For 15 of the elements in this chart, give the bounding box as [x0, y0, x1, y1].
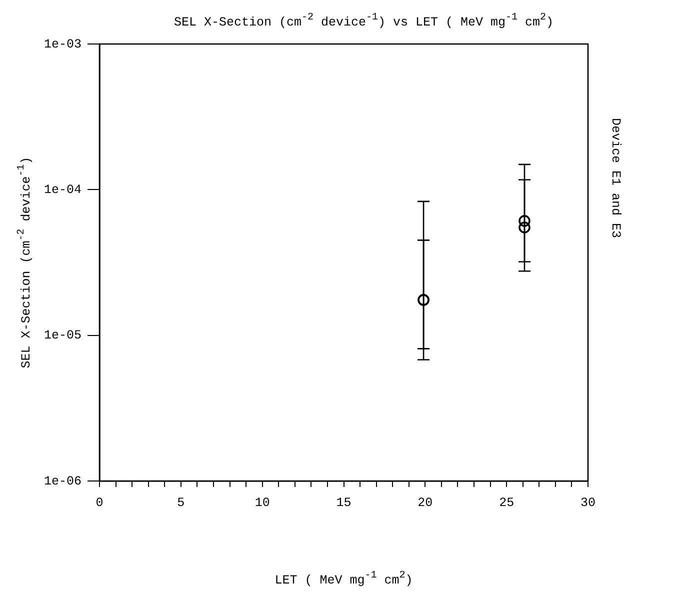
y-tick-label: 1e-03 [44, 37, 82, 52]
x-tick-label: 0 [96, 496, 104, 510]
y-tick-label: 1e-06 [44, 474, 82, 488]
x-tick-label: 15 [336, 496, 352, 510]
x-tick-label: 25 [499, 496, 514, 510]
y-tick-label: 1e-05 [44, 328, 82, 343]
x-tick-label: 20 [418, 496, 433, 510]
point [518, 215, 530, 227]
x-tick-label: 10 [254, 496, 270, 510]
x-tick-label: 30 [580, 496, 596, 510]
text: Device E1 and E3 [608, 118, 623, 238]
point [518, 222, 530, 234]
y-tick-label: 1e-04 [44, 182, 82, 197]
x-tick-label: 5 [177, 496, 185, 510]
y-axis-title: SEL X-Section (cm-2 device-1) [16, 156, 34, 368]
